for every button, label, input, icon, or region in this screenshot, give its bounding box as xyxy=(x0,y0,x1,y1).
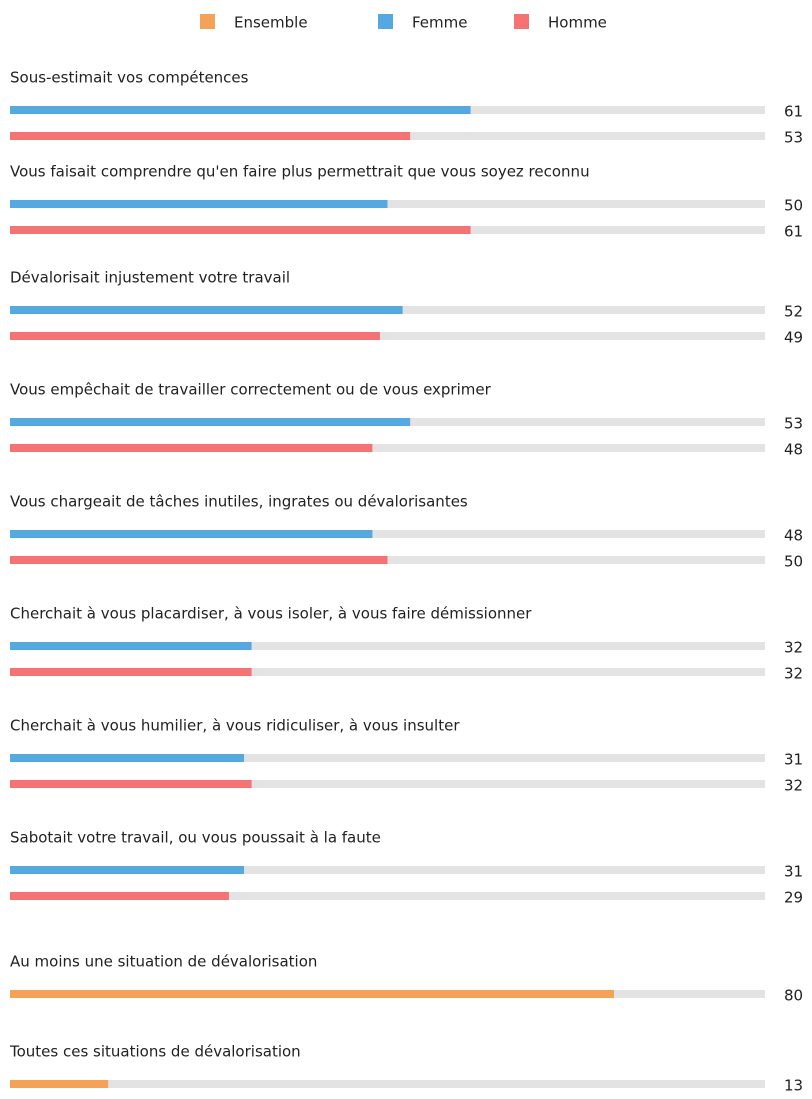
value-label: 13 xyxy=(784,1077,803,1095)
legend-label: Homme xyxy=(548,14,607,32)
category-label: Au moins une situation de dévalorisation xyxy=(10,953,317,971)
track xyxy=(10,332,765,340)
value-label: 32 xyxy=(784,665,803,683)
bar xyxy=(10,866,245,874)
bar xyxy=(10,1080,109,1088)
value-label: 31 xyxy=(784,863,803,881)
bar xyxy=(10,444,373,452)
bar xyxy=(10,306,403,314)
legend-label: Femme xyxy=(412,14,468,32)
value-label: 32 xyxy=(784,777,803,795)
bar xyxy=(10,556,388,564)
track xyxy=(10,754,765,762)
value-label: 49 xyxy=(784,329,803,347)
bar xyxy=(10,132,411,140)
bar xyxy=(10,200,388,208)
value-label: 53 xyxy=(784,129,803,147)
category-label: Dévalorisait injustement votre travail xyxy=(10,269,290,287)
value-label: 48 xyxy=(784,527,803,545)
value-label: 61 xyxy=(784,223,803,241)
value-label: 32 xyxy=(784,639,803,657)
bar xyxy=(10,990,614,998)
value-label: 29 xyxy=(784,889,803,907)
track xyxy=(10,668,765,676)
category-label: Cherchait à vous placardiser, à vous iso… xyxy=(10,605,532,623)
bar xyxy=(10,418,411,426)
category-label: Vous faisait comprendre qu'en faire plus… xyxy=(10,163,590,181)
value-label: 50 xyxy=(784,197,803,215)
value-label: 52 xyxy=(784,303,803,321)
legend-swatch xyxy=(200,14,215,29)
value-label: 50 xyxy=(784,553,803,571)
value-label: 61 xyxy=(784,103,803,121)
track xyxy=(10,444,765,452)
bar xyxy=(10,642,252,650)
bar xyxy=(10,780,252,788)
legend-swatch xyxy=(514,14,529,29)
track xyxy=(10,642,765,650)
track xyxy=(10,530,765,538)
bar xyxy=(10,332,380,340)
bar xyxy=(10,106,471,114)
bar xyxy=(10,226,471,234)
track xyxy=(10,1080,765,1088)
bar xyxy=(10,530,373,538)
track xyxy=(10,780,765,788)
legend-swatch xyxy=(378,14,393,29)
category-label: Sous-estimait vos compétences xyxy=(10,69,249,87)
value-label: 48 xyxy=(784,441,803,459)
bar xyxy=(10,754,245,762)
track xyxy=(10,892,765,900)
legend-label: Ensemble xyxy=(234,14,308,32)
value-label: 80 xyxy=(784,987,803,1005)
bar xyxy=(10,892,229,900)
category-label: Sabotait votre travail, ou vous poussait… xyxy=(10,829,381,847)
category-label: Vous chargeait de tâches inutiles, ingra… xyxy=(10,493,468,511)
category-label: Cherchait à vous humilier, à vous ridicu… xyxy=(10,717,460,735)
value-label: 53 xyxy=(784,415,803,433)
category-label: Toutes ces situations de dévalorisation xyxy=(9,1043,301,1061)
bar xyxy=(10,668,252,676)
category-label: Vous empêchait de travailler correctemen… xyxy=(10,381,492,399)
value-label: 31 xyxy=(784,751,803,769)
track xyxy=(10,866,765,874)
